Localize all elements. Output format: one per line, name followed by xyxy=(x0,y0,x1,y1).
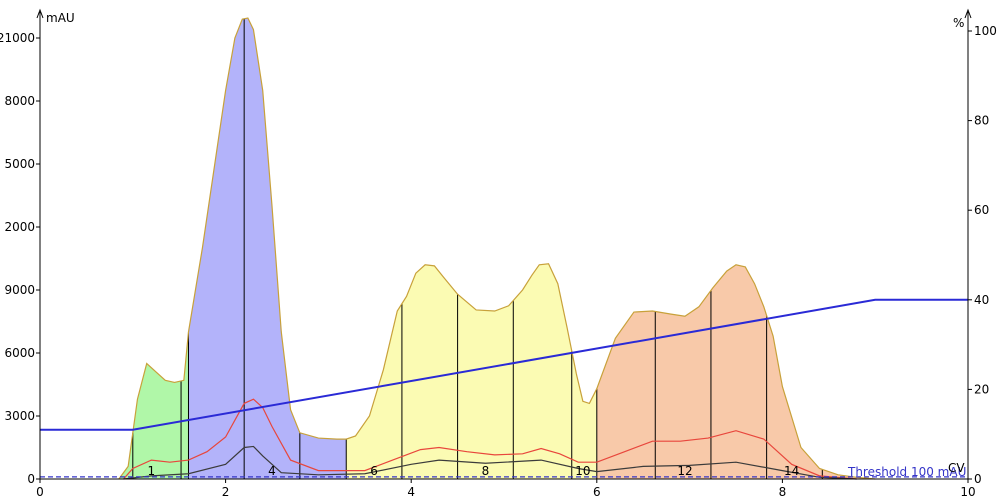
conductivity-trace xyxy=(123,398,857,480)
fraction-label: 12 xyxy=(677,464,692,478)
x-axis-title: CV xyxy=(948,461,965,475)
x-tick-label: 10 xyxy=(960,485,975,499)
y-left-axis-title: mAU xyxy=(46,11,75,25)
y-right-tick-label: 60 xyxy=(974,203,989,217)
pool-area-2 xyxy=(188,18,347,480)
y-left-axis-arrow xyxy=(36,8,44,19)
fraction-label: 8 xyxy=(482,464,490,478)
y-right-tick-label: 40 xyxy=(974,293,989,307)
x-tick-label: 8 xyxy=(779,485,787,499)
pool-area-4 xyxy=(596,264,876,479)
axes: 0300060009000200050008000210000204060801… xyxy=(0,8,997,499)
threshold-label: Threshold 100 mAU xyxy=(847,465,966,479)
y-left-tick-label: 5000 xyxy=(4,157,35,171)
x-tick-label: 0 xyxy=(36,485,44,499)
pool-areas xyxy=(118,18,876,480)
x-tick-label: 6 xyxy=(593,485,601,499)
y-left-tick-label: 9000 xyxy=(4,283,35,297)
fraction-lines xyxy=(132,18,823,479)
y-right-axis-arrow xyxy=(964,8,972,19)
x-tick-label: 2 xyxy=(222,485,230,499)
absorbance-outline xyxy=(118,17,876,480)
y-right-axis-title: % xyxy=(953,16,964,30)
y-right-tick-label: 20 xyxy=(974,382,989,396)
y-left-tick-label: 2000 xyxy=(4,220,35,234)
y-left-tick-label: 3000 xyxy=(4,409,35,423)
y-right-tick-label: 0 xyxy=(974,472,982,486)
fraction-label: 10 xyxy=(575,464,590,478)
fraction-label: 6 xyxy=(370,464,378,478)
y-right-tick-label: 100 xyxy=(974,24,997,38)
fraction-label: 4 xyxy=(268,464,276,478)
pool-area-1 xyxy=(118,332,189,479)
y-left-tick-label: 0 xyxy=(27,472,35,486)
gradient-trace xyxy=(40,298,968,431)
y-right-tick-label: 80 xyxy=(974,114,989,128)
second-uv-trace xyxy=(123,445,857,480)
fraction-labels: 1 4 6 8 10 12 14 xyxy=(148,464,800,478)
y-left-tick-label: 21000 xyxy=(0,31,35,45)
y-left-tick-label: 6000 xyxy=(4,346,35,360)
fraction-label: 14 xyxy=(784,464,799,478)
fraction-label: 1 xyxy=(148,464,156,478)
y-left-tick-label: 8000 xyxy=(4,94,35,108)
x-tick-label: 4 xyxy=(407,485,415,499)
